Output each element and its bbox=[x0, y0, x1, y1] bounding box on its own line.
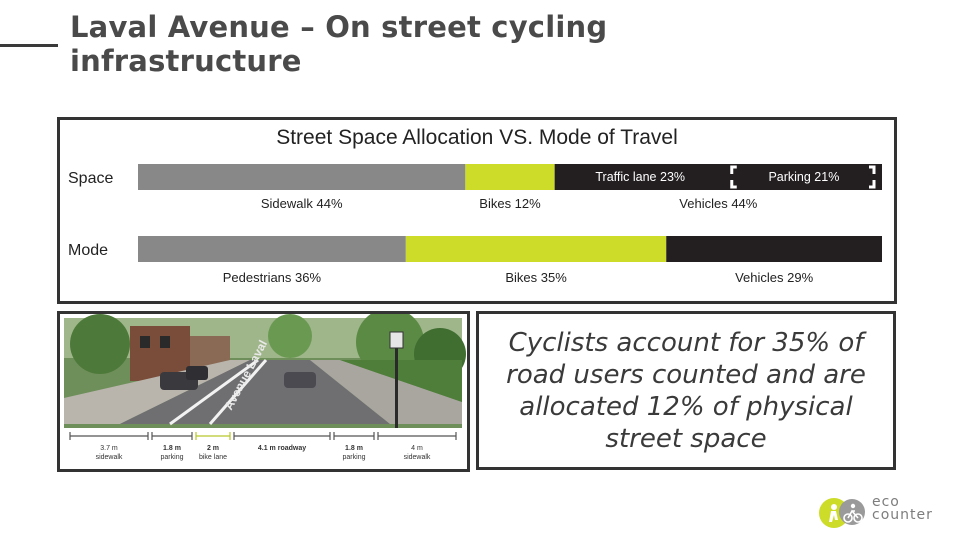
bar-segment bbox=[465, 164, 555, 190]
row-label-space: Space bbox=[68, 170, 113, 187]
parking-bracket bbox=[869, 165, 876, 189]
street-photo-panel: Avenue Laval 3.7 m sidewalk 1.8 m parking 2 … bbox=[57, 311, 470, 472]
segment-label: Bikes 12% bbox=[479, 196, 541, 211]
bar-segment bbox=[666, 236, 882, 262]
segment-width: 4.1 m roadway bbox=[258, 445, 306, 452]
logo-text-eco: eco bbox=[872, 494, 900, 510]
logo-icon bbox=[819, 498, 865, 528]
cyclist-quote: Cyclists account for 35% of road users c… bbox=[506, 327, 866, 454]
segment-width: 2 m bbox=[207, 445, 219, 452]
bar-segment bbox=[554, 164, 882, 190]
segment-label: Sidewalk 44% bbox=[261, 196, 343, 211]
eco-counter-logo: eco counter bbox=[818, 494, 948, 530]
segment-width: 1.8 m bbox=[163, 445, 181, 452]
slide-title: Laval Avenue – On street cycling infrast… bbox=[70, 10, 608, 78]
bar-segment bbox=[138, 164, 466, 190]
segment-name: sidewalk bbox=[96, 454, 123, 461]
segment-name: sidewalk bbox=[404, 454, 431, 461]
chart-title: Street Space Allocation VS. Mode of Trav… bbox=[276, 126, 678, 149]
segment-label: Vehicles 29% bbox=[735, 270, 813, 285]
subsegment-label: Traffic lane 23% bbox=[595, 170, 685, 184]
segment-width: 4 m bbox=[411, 445, 423, 452]
segment-name: parking bbox=[161, 454, 184, 461]
segment-label: Pedestrians 36% bbox=[223, 270, 322, 285]
segment-name: bike lane bbox=[199, 454, 227, 461]
title-rule bbox=[0, 44, 58, 47]
bar-segment bbox=[405, 236, 667, 262]
subsegment-label: Parking 21% bbox=[768, 170, 839, 184]
segment-width: 3.7 m bbox=[100, 445, 118, 452]
segment-width: 1.8 m bbox=[345, 445, 363, 452]
segment-label: Vehicles 44% bbox=[679, 196, 757, 211]
segment-name: parking bbox=[343, 454, 366, 461]
row-label-mode: Mode bbox=[68, 242, 108, 259]
quote-panel: Cyclists account for 35% of road users c… bbox=[476, 311, 896, 470]
parking-bracket bbox=[730, 165, 737, 189]
allocation-chart-svg: Street Space Allocation VS. Mode of Trav… bbox=[68, 126, 882, 285]
allocation-chart: Street Space Allocation VS. Mode of Trav… bbox=[57, 117, 897, 304]
segment-label: Bikes 35% bbox=[505, 270, 567, 285]
bar-segment bbox=[138, 236, 406, 262]
logo-text-counter: counter bbox=[872, 507, 933, 523]
